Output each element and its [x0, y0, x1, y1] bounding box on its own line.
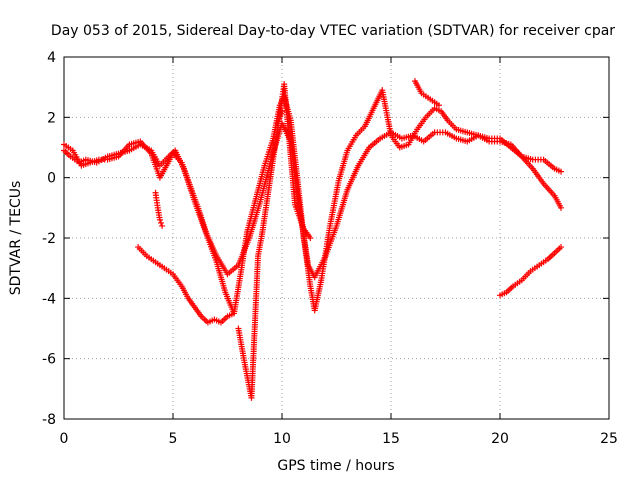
grid-lines	[64, 57, 609, 419]
y-tick-label: -2	[42, 231, 56, 247]
data-point	[307, 235, 314, 241]
data-point	[231, 310, 238, 317]
series-track-b	[61, 87, 565, 317]
x-tick-label: 0	[60, 431, 69, 447]
x-tick-labels: 0 5 10 15 20 25	[60, 431, 618, 447]
y-tick-label: -6	[42, 352, 56, 368]
y-tick-label: -8	[42, 412, 56, 428]
series-track-e	[497, 244, 565, 299]
x-tick-label: 5	[169, 431, 178, 447]
y-tick-label: 2	[47, 110, 56, 126]
x-tick-label: 15	[382, 431, 400, 447]
y-tick-label: 0	[47, 171, 56, 187]
data-point	[435, 102, 442, 109]
series-track-c	[235, 78, 442, 401]
x-axis-label: GPS time / hours	[277, 458, 394, 474]
data-point	[558, 244, 565, 251]
y-tick-labels: -8 -6 -4 -2 0 2 4	[42, 50, 56, 428]
data-point	[558, 168, 565, 175]
data-point	[158, 219, 165, 226]
y-tick-label: -4	[42, 291, 56, 307]
data-point	[279, 108, 285, 115]
data-point	[159, 222, 166, 229]
x-tick-label: 20	[491, 431, 509, 447]
y-tick-label: 4	[47, 50, 56, 66]
y-axis-label: SDTVAR / TECUs	[8, 181, 24, 296]
chart-title: Day 053 of 2015, Sidereal Day-to-day VTE…	[51, 23, 615, 39]
series-track-d	[135, 244, 238, 326]
data-point	[156, 216, 163, 223]
x-tick-label: 25	[600, 431, 618, 447]
series-track-f	[152, 108, 285, 229]
data-markers	[61, 78, 565, 401]
x-tick-label: 10	[273, 431, 291, 447]
data-point	[558, 204, 565, 211]
plot-frame	[63, 56, 610, 420]
